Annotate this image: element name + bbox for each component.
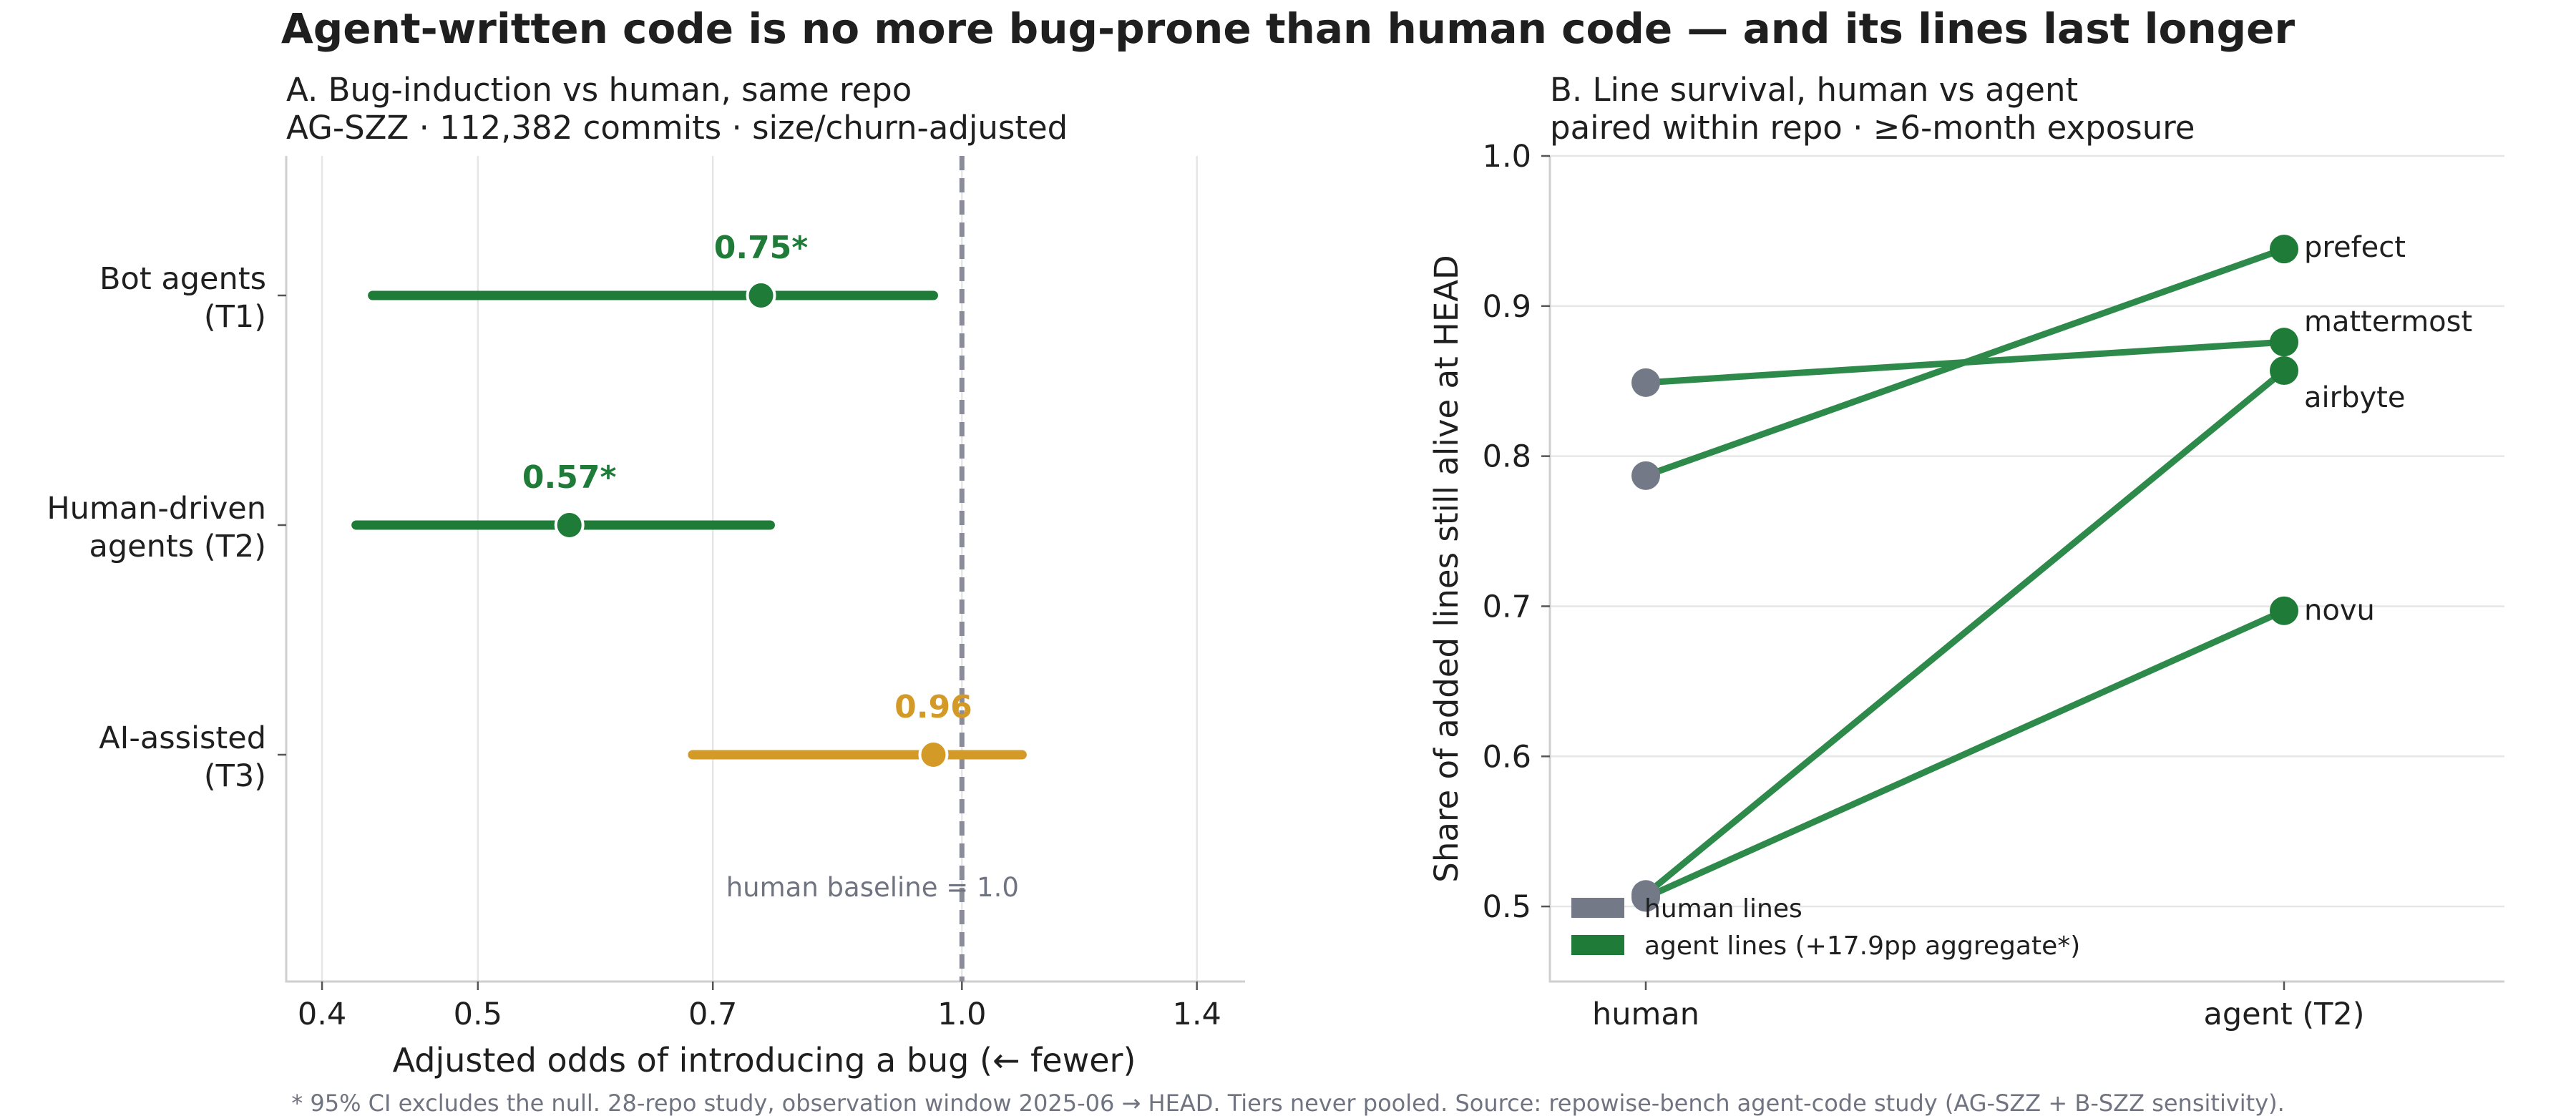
row-label-line2: (T3) (204, 758, 266, 794)
agent-point-prefect (2270, 235, 2298, 264)
row-label-line2: (T1) (204, 299, 266, 335)
panel-a-forest-plot: A. Bug-induction vs human, same repo AG-… (47, 71, 1245, 1080)
legend-label-agent: agent lines (+17.9pp aggregate*) (1644, 931, 2080, 961)
panel-b-y-ticks: 0.5 0.6 0.7 0.8 0.9 1.0 (1483, 139, 1550, 925)
panel-b-y-tick-label: 0.5 (1483, 889, 1531, 925)
panel-a-gridlines (321, 156, 1198, 982)
baseline-label: human baseline = 1.0 (726, 872, 1019, 903)
row-label-line1: Human-driven (47, 491, 266, 527)
panel-b-y-tick-label: 0.9 (1483, 289, 1531, 325)
panel-a-subtitle: AG-SZZ · 112,382 commits · size/churn-ad… (286, 109, 1068, 147)
slope-points (1631, 235, 2298, 912)
panel-a-x-tick-label: 0.7 (688, 997, 737, 1032)
estimate-point (746, 280, 776, 310)
panel-a-xlabel: Adjusted odds of introducing a bug (← fe… (393, 1041, 1136, 1080)
panel-a-axes-spines (285, 156, 1245, 983)
human-point-mattermost (1631, 368, 1660, 397)
panel-b-x-tick-label: agent (T2) (2203, 997, 2364, 1032)
agent-point-novu (2270, 596, 2298, 625)
panel-b-gridlines (1550, 155, 2504, 908)
panel-b-y-tick-label: 0.7 (1483, 589, 1531, 625)
estimate-label: 0.96 (894, 689, 972, 725)
agent-point-mattermost (2270, 328, 2298, 357)
panel-a-x-tick-label: 0.4 (298, 997, 346, 1032)
panel-a-rows: 0.75* Bot agents(T1) 0.57* Human-drivenagen… (47, 230, 1027, 794)
human-point-novu (1631, 883, 1660, 912)
legend-label-human: human lines (1644, 894, 1802, 924)
human-point-prefect (1631, 461, 1660, 490)
forest-row: 0.96 AI-assisted(T3) (99, 689, 1027, 794)
panel-b-slope-chart: B. Line survival, human vs agent paired … (1428, 71, 2504, 1032)
row-label-line1: AI-assisted (99, 720, 266, 756)
forest-row: 0.75* Bot agents(T1) (99, 230, 938, 335)
estimate-point (918, 740, 949, 770)
row-label-line1: Bot agents (99, 261, 266, 297)
panel-b-subtitle: paired within repo · ≥6-month exposure (1550, 109, 2195, 147)
panel-b-y-tick-label: 1.0 (1483, 139, 1531, 175)
panel-b-axes-spines (1548, 156, 2504, 983)
estimate-label: 0.75* (714, 230, 809, 266)
repo-label-airbyte: airbyte (2304, 381, 2405, 414)
panel-b-y-tick-label: 0.6 (1483, 739, 1531, 775)
panel-a-title: A. Bug-induction vs human, same repo (286, 71, 912, 109)
agent-point-airbyte (2270, 356, 2298, 386)
panel-b-title: B. Line survival, human vs agent (1550, 71, 2078, 109)
estimate-label: 0.57* (522, 459, 617, 496)
legend-swatch-agent (1571, 935, 1624, 955)
repo-label-mattermost: mattermost (2304, 305, 2472, 338)
estimate-point (554, 510, 585, 540)
panel-b-series: prefect mattermost airbyte novu (1631, 231, 2472, 912)
legend-swatch-human (1571, 898, 1624, 918)
panel-b-ylabel: Share of added lines still alive at HEAD (1428, 255, 1465, 882)
row-label-line2: agents (T2) (89, 529, 266, 564)
panel-b-y-tick-label: 0.8 (1483, 439, 1531, 475)
repo-labels: prefect mattermost airbyte novu (2304, 231, 2472, 627)
figure-title: Agent-written code is no more bug-prone … (281, 4, 2296, 53)
panel-a-x-tick-label: 1.0 (937, 997, 986, 1032)
slope-line-novu (1644, 607, 2285, 901)
panel-a-x-tick-label: 0.5 (454, 997, 502, 1032)
panel-a-x-ticks: 0.4 0.5 0.7 1.0 1.4 (298, 982, 1221, 1032)
slope-line-mattermost (1645, 338, 2285, 386)
panel-a-x-tick-label: 1.4 (1172, 997, 1221, 1032)
footnote: * 95% CI excludes the null. 28-repo stud… (291, 1090, 2285, 1116)
repo-label-prefect: prefect (2304, 231, 2406, 264)
panel-b-x-ticks: human agent (T2) (1592, 982, 2365, 1032)
slope-lines (1644, 245, 2286, 901)
panel-b-legend: human lines agent lines (+17.9pp aggrega… (1571, 894, 2080, 961)
panel-b-x-tick-label: human (1592, 997, 1699, 1032)
slope-line-airbyte (1644, 368, 2286, 897)
repo-label-novu: novu (2304, 594, 2375, 627)
